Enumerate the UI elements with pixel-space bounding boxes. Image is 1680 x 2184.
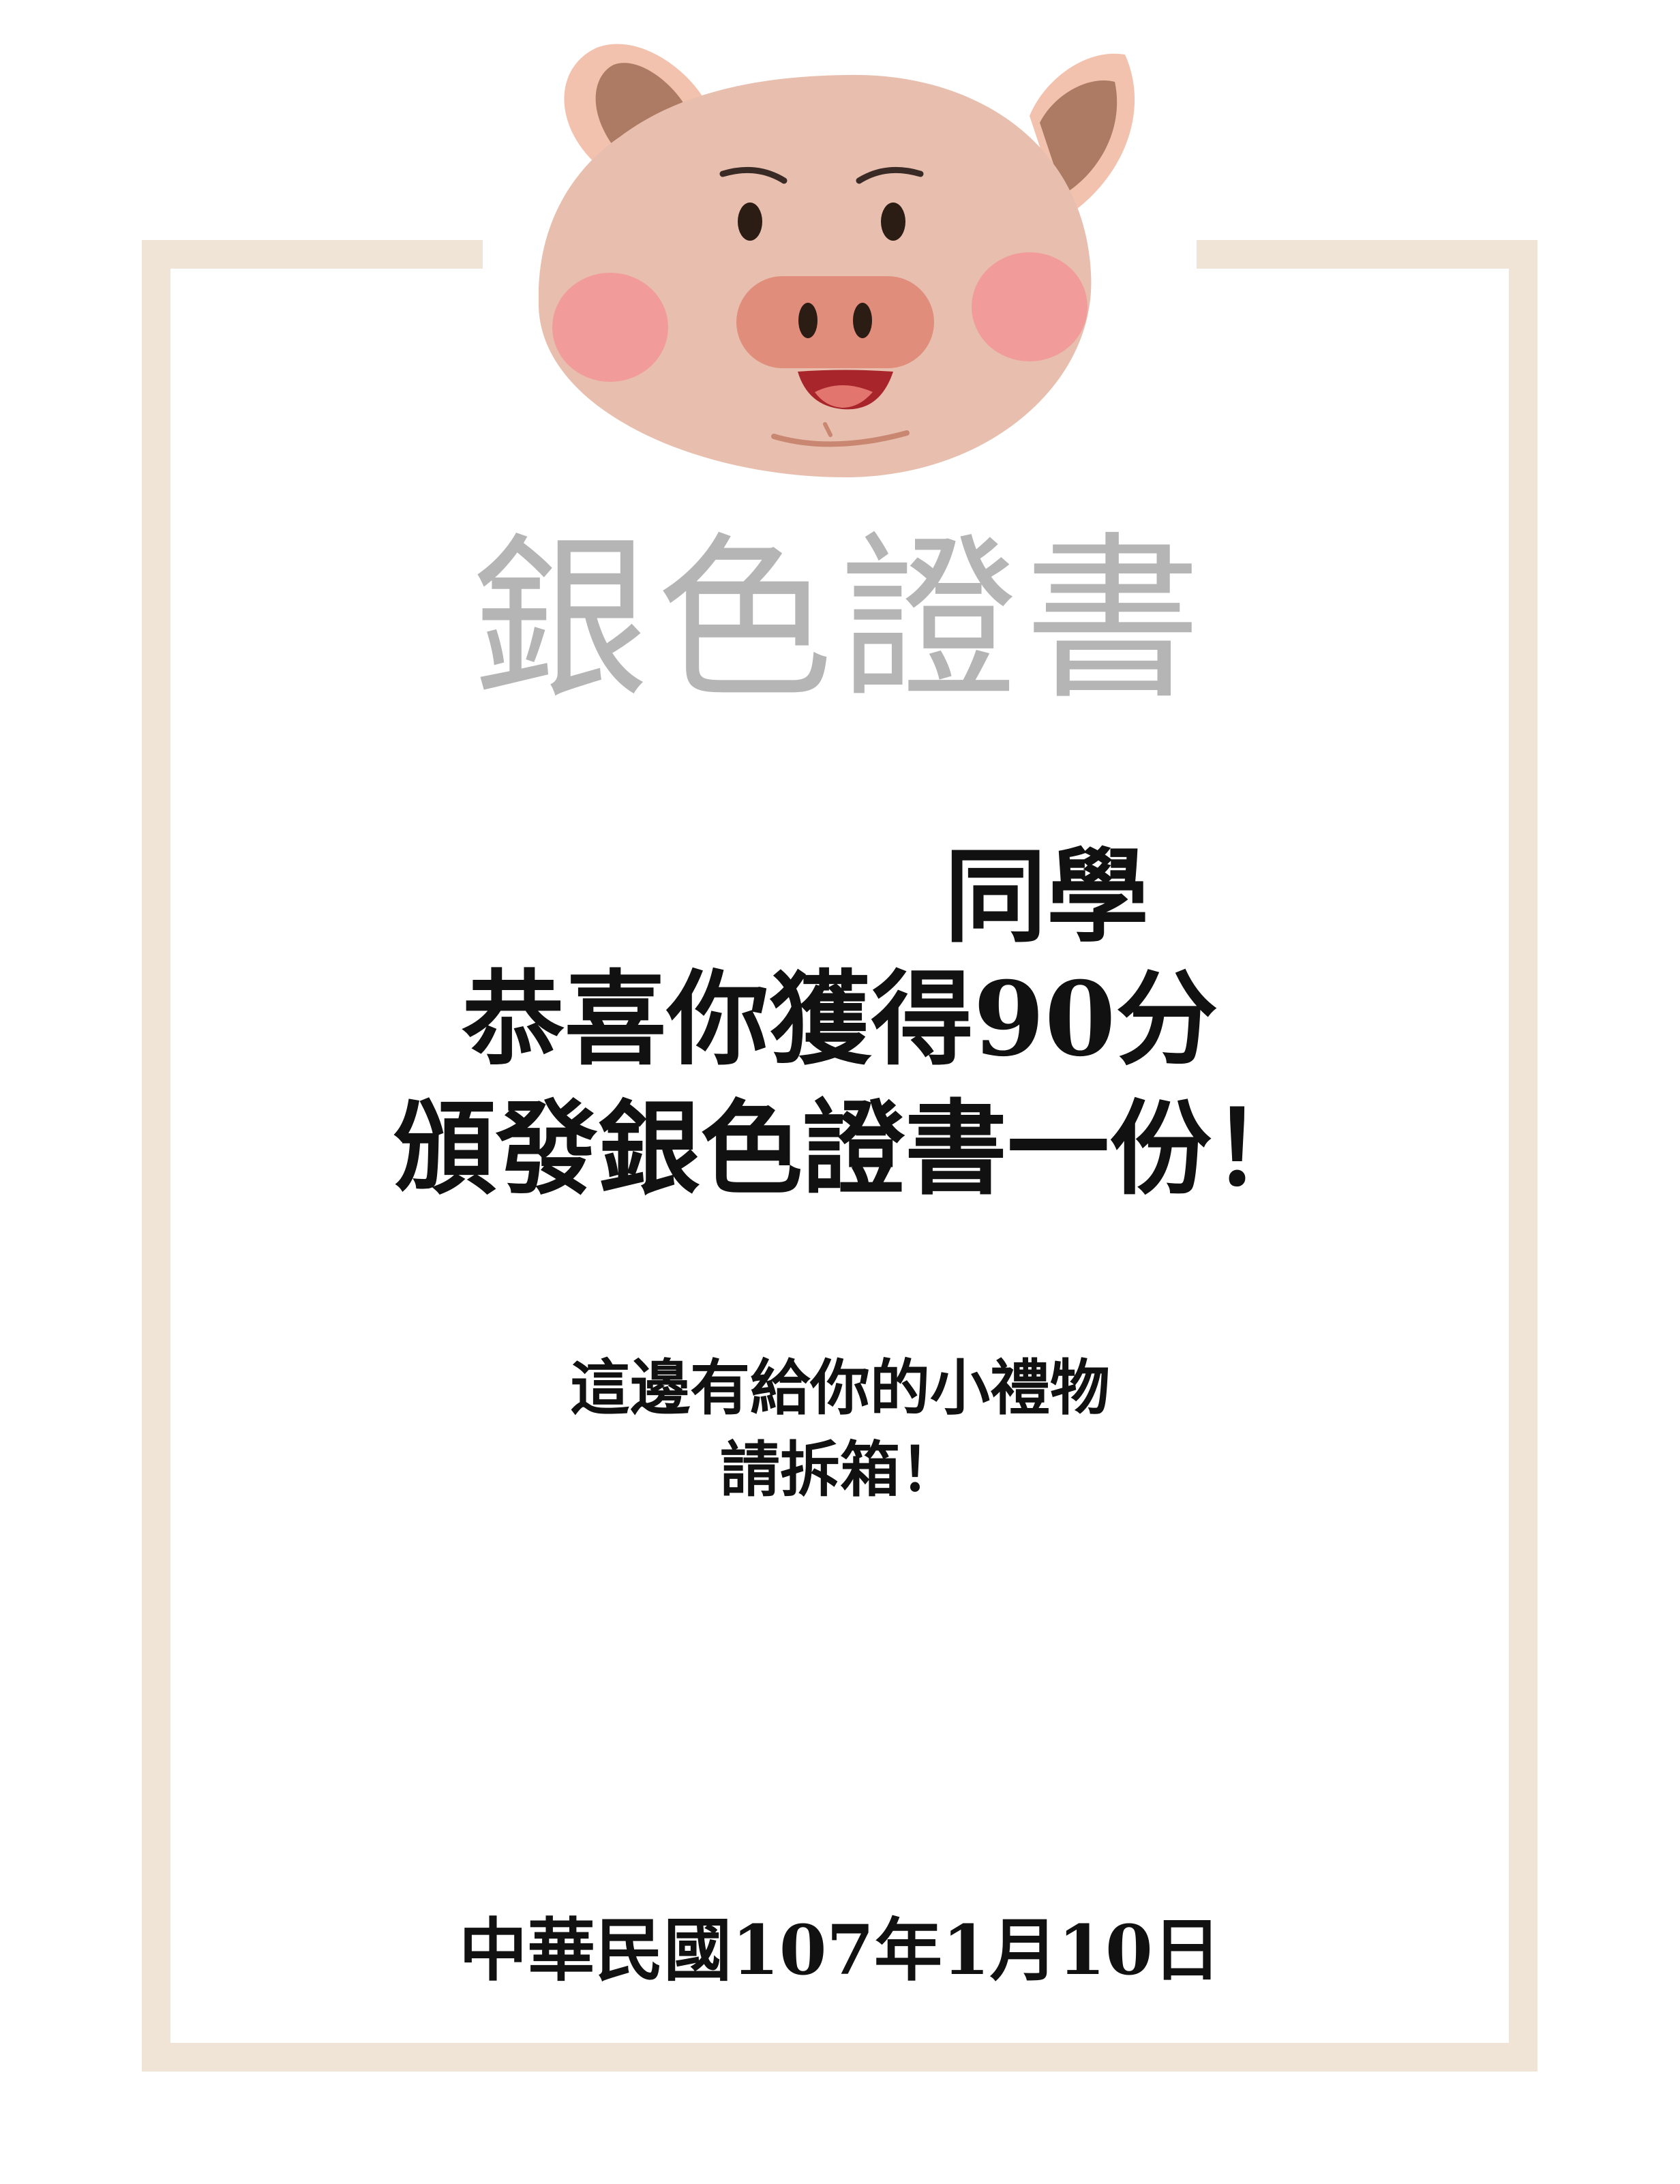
certificate-title: 銀色證書 xyxy=(472,518,1208,723)
unbox-line: 請拆箱！ xyxy=(719,1434,960,1505)
frame-top-left xyxy=(142,240,483,269)
pig-right-cheek xyxy=(972,252,1088,361)
pig-head xyxy=(539,74,1092,477)
pig-smile xyxy=(771,430,910,447)
frame-bottom xyxy=(142,2043,1537,2071)
pig-smile-tick xyxy=(823,422,832,437)
pig-right-nostril xyxy=(853,303,872,338)
frame-top-right xyxy=(1197,240,1537,269)
award-line: 頒發銀色證書一份！ xyxy=(393,1089,1314,1209)
frame-left xyxy=(142,240,170,2071)
pig-right-brow xyxy=(856,166,924,184)
pig-tongue xyxy=(815,385,873,408)
pig-right-ear-inner xyxy=(1040,80,1118,194)
pig-snout xyxy=(736,276,934,368)
pig-left-brow xyxy=(719,166,787,184)
gift-line: 這邊有給你的小禮物 xyxy=(569,1352,1110,1423)
pig-left-nostril xyxy=(798,303,817,338)
congrats-line: 恭喜你獲得90分 xyxy=(462,959,1218,1079)
classmate-label: 同學 xyxy=(944,837,1150,957)
pig-left-eye xyxy=(738,203,762,241)
pig-right-eye xyxy=(881,203,905,241)
frame-right xyxy=(1509,240,1537,2071)
issue-date: 中華民國107年1月10日 xyxy=(459,1910,1221,1990)
pig-face-icon xyxy=(539,44,1135,477)
pig-left-ear-inner xyxy=(595,63,689,147)
pig-left-cheek xyxy=(552,273,668,382)
